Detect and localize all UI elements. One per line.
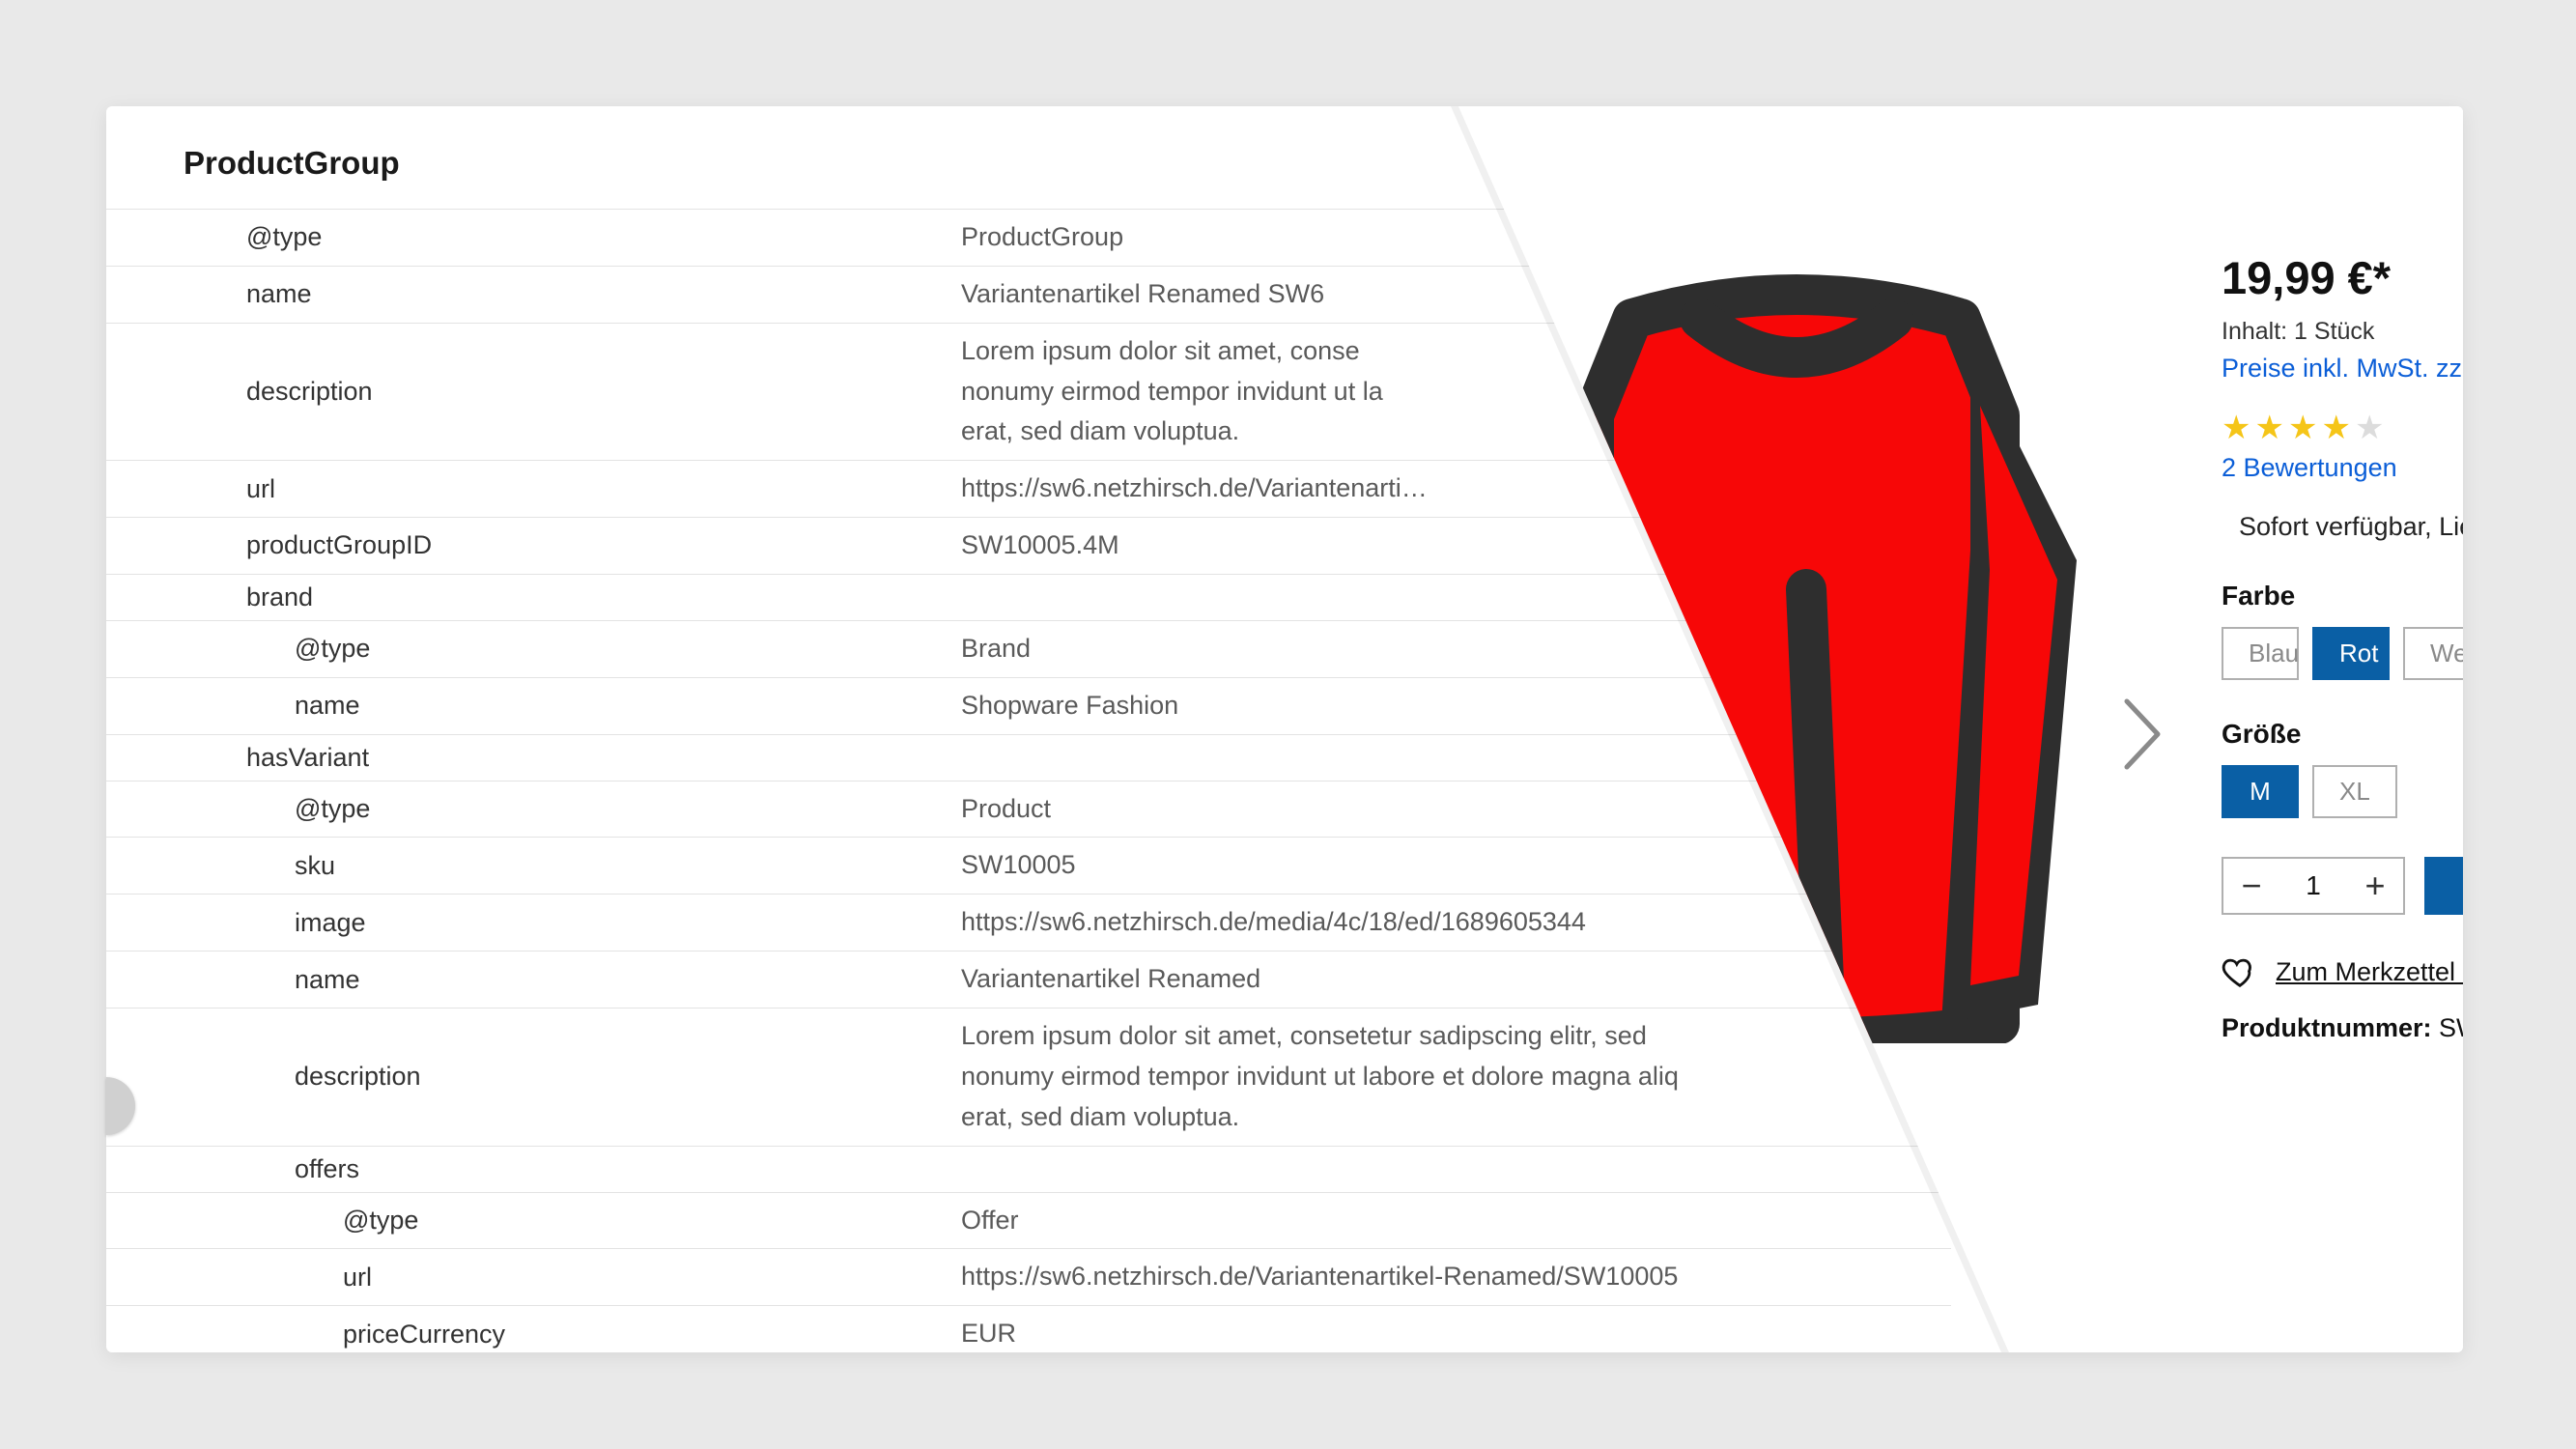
schema-key: @type <box>106 786 961 832</box>
product-number: Produktnummer: SW1000 <box>2222 1013 2463 1043</box>
qty-plus-button[interactable]: + <box>2347 859 2403 913</box>
add-to-cart-button[interactable] <box>2424 857 2463 915</box>
schema-value: https://sw6.netzhirsch.de/Variantenartik… <box>961 1249 1951 1305</box>
schema-value <box>961 1161 1951 1177</box>
schema-key: name <box>106 683 961 728</box>
schema-row: skuSW10005 <box>106 837 1951 894</box>
schema-row: @typeBrand <box>106 620 1951 677</box>
schema-value: Variantenartikel Renamed <box>961 952 1951 1008</box>
schema-row: @typeOffer <box>106 1192 1951 1249</box>
schema-row: hasVariant <box>106 734 1951 781</box>
availability: Sofort verfügbar, Lieferz <box>2222 512 2463 542</box>
schema-key: url <box>106 1255 961 1300</box>
sku-value: SW1000 <box>2432 1013 2463 1042</box>
schema-row: descriptionLorem ipsum dolor sit amet, c… <box>106 1008 1951 1146</box>
schema-value: Offer <box>961 1193 1951 1249</box>
star-icon: ★ <box>2355 410 2388 446</box>
product-price: 19,99 €* <box>2222 251 2463 304</box>
schema-row: @typeProduct <box>106 781 1951 838</box>
gallery-next-icon[interactable] <box>2121 696 2164 773</box>
screenshot-card: ProductGroup @typeProductGroupnameVarian… <box>106 106 2463 1352</box>
schema-row: priceCurrencyEUR <box>106 1305 1951 1352</box>
color-option[interactable]: Rot <box>2312 627 2390 680</box>
star-icon: ★ <box>2288 410 2321 446</box>
schema-row: imagehttps://sw6.netzhirsch.de/media/4c/… <box>106 894 1951 951</box>
qty-value: 1 <box>2279 870 2347 901</box>
wishlist-link[interactable]: Zum Merkzettel hinzuf <box>2222 953 2463 990</box>
schema-value: https://sw6.netzhirsch.de/media/4c/18/ed… <box>961 895 1951 951</box>
schema-key: hasVariant <box>106 735 961 781</box>
schema-row: urlhttps://sw6.netzhirsch.de/Variantenar… <box>106 1248 1951 1305</box>
sku-label: Produktnummer: <box>2222 1013 2432 1042</box>
schema-key: description <box>106 1054 961 1099</box>
reviews-link[interactable]: 2 Bewertungen <box>2222 453 2463 483</box>
schema-key: priceCurrency <box>106 1312 961 1352</box>
color-option[interactable]: Blau <box>2222 627 2299 680</box>
rating-stars: ★★★★★ <box>2222 409 2463 447</box>
color-option[interactable]: We <box>2403 627 2463 680</box>
schema-key: productGroupID <box>106 523 961 568</box>
size-option[interactable]: M <box>2222 765 2299 818</box>
star-icon: ★ <box>2222 410 2254 446</box>
product-details: 19,99 €* Inhalt: 1 Stück Preise inkl. Mw… <box>2222 251 2463 1043</box>
product-content: Inhalt: 1 Stück <box>2222 318 2463 346</box>
size-option[interactable]: XL <box>2312 765 2397 818</box>
star-icon: ★ <box>2321 410 2354 446</box>
schema-key: sku <box>106 843 961 889</box>
availability-text: Sofort verfügbar, Lieferz <box>2239 512 2463 542</box>
heart-icon <box>2222 953 2258 990</box>
schema-key: offers <box>106 1147 961 1192</box>
schema-value: EUR <box>961 1306 1951 1352</box>
schema-key: description <box>106 369 961 414</box>
schema-key: name <box>106 271 961 317</box>
schema-value: Lorem ipsum dolor sit amet, consetetur s… <box>961 1009 1951 1146</box>
schema-row: nameShopware Fashion <box>106 677 1951 734</box>
schema-row: offers <box>106 1146 1951 1192</box>
color-label: Farbe <box>2222 581 2463 611</box>
schema-key: @type <box>106 626 961 671</box>
qty-minus-button[interactable]: − <box>2223 859 2279 913</box>
star-icon: ★ <box>2254 410 2287 446</box>
quantity-row: − 1 + <box>2222 857 2463 915</box>
schema-key: name <box>106 957 961 1003</box>
schema-key: brand <box>106 575 961 620</box>
quantity-stepper: − 1 + <box>2222 857 2405 915</box>
schema-key: @type <box>106 214 961 260</box>
schema-key: image <box>106 900 961 946</box>
schema-key: @type <box>106 1198 961 1243</box>
schema-row: nameVariantenartikel Renamed <box>106 951 1951 1008</box>
size-label: Größe <box>2222 719 2463 750</box>
schema-key: url <box>106 467 961 512</box>
wishlist-text: Zum Merkzettel hinzuf <box>2276 957 2463 987</box>
tax-note[interactable]: Preise inkl. MwSt. zzgl. Ve <box>2222 354 2463 384</box>
